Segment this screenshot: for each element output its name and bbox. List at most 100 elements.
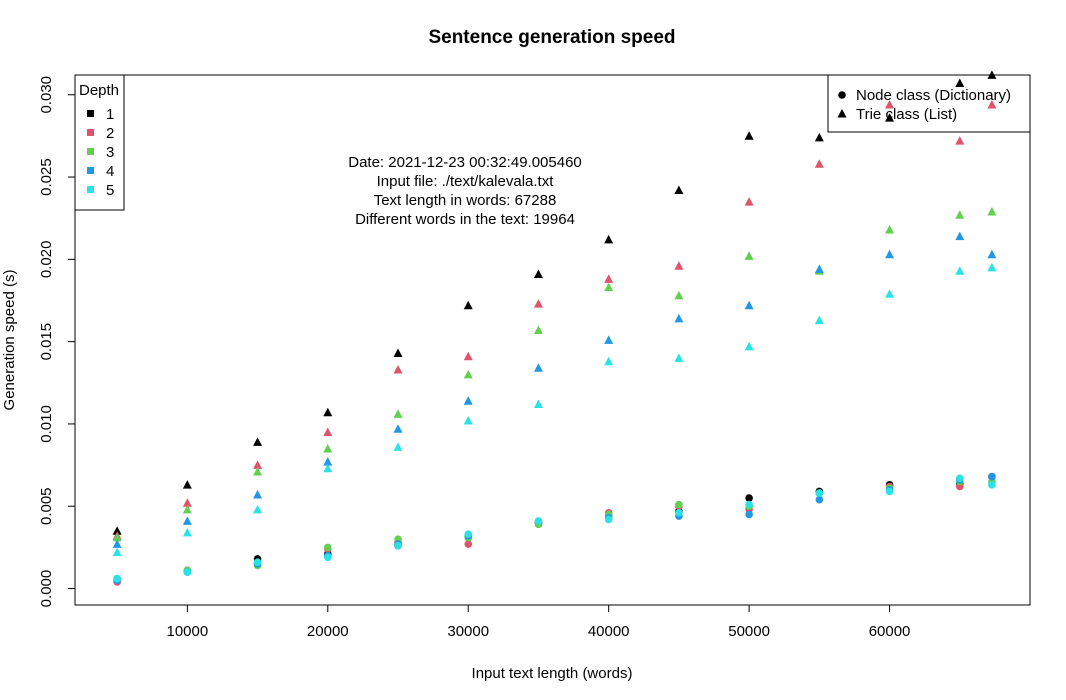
- node-point-depth-4: [988, 472, 996, 481]
- trie-point-depth-3: [987, 206, 997, 216]
- trie-point-depth-5: [814, 315, 824, 325]
- legend-label-depth-1: 1: [106, 106, 114, 123]
- trie-point-depth-1: [674, 185, 684, 195]
- trie-point-depth-1: [814, 132, 824, 142]
- trie-point-depth-2: [814, 159, 824, 168]
- y-tick-label: 0.005: [38, 487, 55, 525]
- trie-point-depth-4: [814, 264, 824, 274]
- trie-point-depth-2: [955, 136, 965, 145]
- trie-point-depth-2: [393, 364, 403, 374]
- x-tick-label: 50000: [728, 623, 770, 640]
- x-tick-label: 60000: [869, 623, 911, 640]
- node-point-depth-2: [464, 540, 473, 548]
- trie-point-depth-4: [674, 313, 684, 323]
- node-point-depth-3: [675, 500, 683, 509]
- legend-label-trie-class: Trie class (List): [856, 106, 957, 123]
- trie-point-depth-4: [533, 363, 543, 372]
- trie-point-depth-5: [955, 266, 965, 275]
- node-point-depth-5: [988, 481, 996, 489]
- trie-point-depth-1: [182, 480, 192, 489]
- trie-point-depth-2: [885, 99, 895, 109]
- trie-point-depth-4: [885, 249, 895, 259]
- node-point-depth-5: [745, 500, 753, 509]
- trie-point-depth-2: [533, 299, 543, 308]
- legend-swatch-depth-2: [87, 129, 94, 136]
- trie-point-depth-2: [323, 427, 333, 436]
- legend-swatch-depth-3: [87, 148, 94, 155]
- node-point-depth-5: [675, 509, 683, 517]
- trie-point-depth-1: [533, 269, 543, 278]
- x-axis-label: Input text length (words): [472, 665, 633, 682]
- class-legend-box: [827, 74, 1031, 133]
- trie-point-depth-5: [393, 442, 403, 451]
- annotation-text-length: Text length in words: 67288: [374, 192, 557, 209]
- trie-point-depth-4: [182, 516, 192, 525]
- node-point-depth-5: [464, 530, 473, 539]
- depth-legend: Depth 1 2 3 4 5: [74, 74, 125, 211]
- trie-point-depth-5: [987, 262, 997, 272]
- node-point-depth-5: [323, 553, 332, 562]
- trie-point-depth-2: [674, 261, 684, 270]
- trie-point-depth-1: [885, 113, 895, 122]
- node-point-depth-3: [323, 543, 332, 552]
- annotation-block: Date: 2021-12-23 00:32:49.005460 Input f…: [348, 154, 582, 228]
- trie-point-depth-2: [744, 197, 754, 206]
- legend-marker-node-class: [838, 91, 846, 99]
- node-point-depth-4: [815, 495, 824, 504]
- legend-swatch-depth-4: [87, 167, 94, 174]
- trie-point-depth-5: [744, 341, 754, 351]
- legend-label-depth-3: 3: [106, 144, 114, 161]
- trie-point-depth-3: [253, 467, 263, 476]
- y-tick-label: 0.020: [38, 241, 55, 279]
- trie-point-depth-5: [604, 356, 614, 366]
- legend-label-depth-5: 5: [106, 182, 114, 199]
- trie-point-depth-4: [604, 335, 614, 344]
- legend-marker-trie-class: [837, 109, 847, 118]
- node-point-depth-5: [815, 489, 824, 497]
- trie-point-depth-3: [112, 532, 122, 542]
- annotation-different-words: Different words in the text: 19964: [355, 211, 575, 228]
- trie-point-depth-3: [393, 409, 403, 418]
- y-axis-label: Generation speed (s): [1, 270, 18, 411]
- node-point-depth-5: [955, 474, 964, 483]
- x-tick-label: 40000: [588, 623, 630, 640]
- legend-swatch-depth-1: [87, 110, 94, 117]
- chart-title: Sentence generation speed: [428, 27, 675, 48]
- trie-point-depth-1: [393, 348, 403, 357]
- trie-point-depth-3: [323, 443, 333, 453]
- node-point-depth-5: [885, 487, 894, 496]
- node-point-depth-5: [604, 515, 613, 524]
- x-tick-label: 10000: [166, 623, 208, 640]
- trie-point-depth-3: [182, 504, 192, 514]
- node-point-depth-5: [113, 574, 121, 583]
- depth-legend-box: [74, 74, 125, 211]
- legend-swatch-depth-5: [87, 186, 94, 193]
- trie-point-depth-2: [987, 99, 997, 109]
- trie-point-depth-5: [674, 353, 684, 362]
- trie-point-depth-2: [182, 498, 192, 507]
- trie-point-depth-3: [744, 251, 754, 260]
- legend-label-node-class: Node class (Dictionary): [856, 87, 1011, 104]
- data-points: [112, 70, 997, 586]
- trie-point-depth-1: [112, 526, 122, 535]
- trie-point-depth-3: [463, 369, 473, 379]
- trie-point-depth-4: [463, 396, 473, 405]
- trie-point-depth-5: [323, 463, 333, 473]
- legend-label-depth-2: 2: [106, 125, 114, 142]
- trie-point-depth-3: [885, 225, 895, 234]
- trie-point-depth-5: [253, 504, 263, 514]
- y-tick-label: 0.000: [38, 570, 55, 608]
- node-point-depth-4: [745, 510, 753, 519]
- trie-point-depth-5: [182, 527, 192, 537]
- trie-point-depth-1: [463, 300, 473, 310]
- class-legend: Node class (Dictionary) Trie class (List…: [827, 74, 1031, 133]
- legend-label-depth-4: 4: [106, 163, 114, 180]
- trie-point-depth-5: [112, 547, 122, 557]
- plot-frame: [74, 74, 1031, 606]
- node-point-depth-1: [745, 494, 753, 502]
- trie-point-depth-5: [533, 399, 543, 409]
- trie-point-depth-3: [674, 290, 684, 300]
- trie-point-depth-5: [885, 289, 895, 298]
